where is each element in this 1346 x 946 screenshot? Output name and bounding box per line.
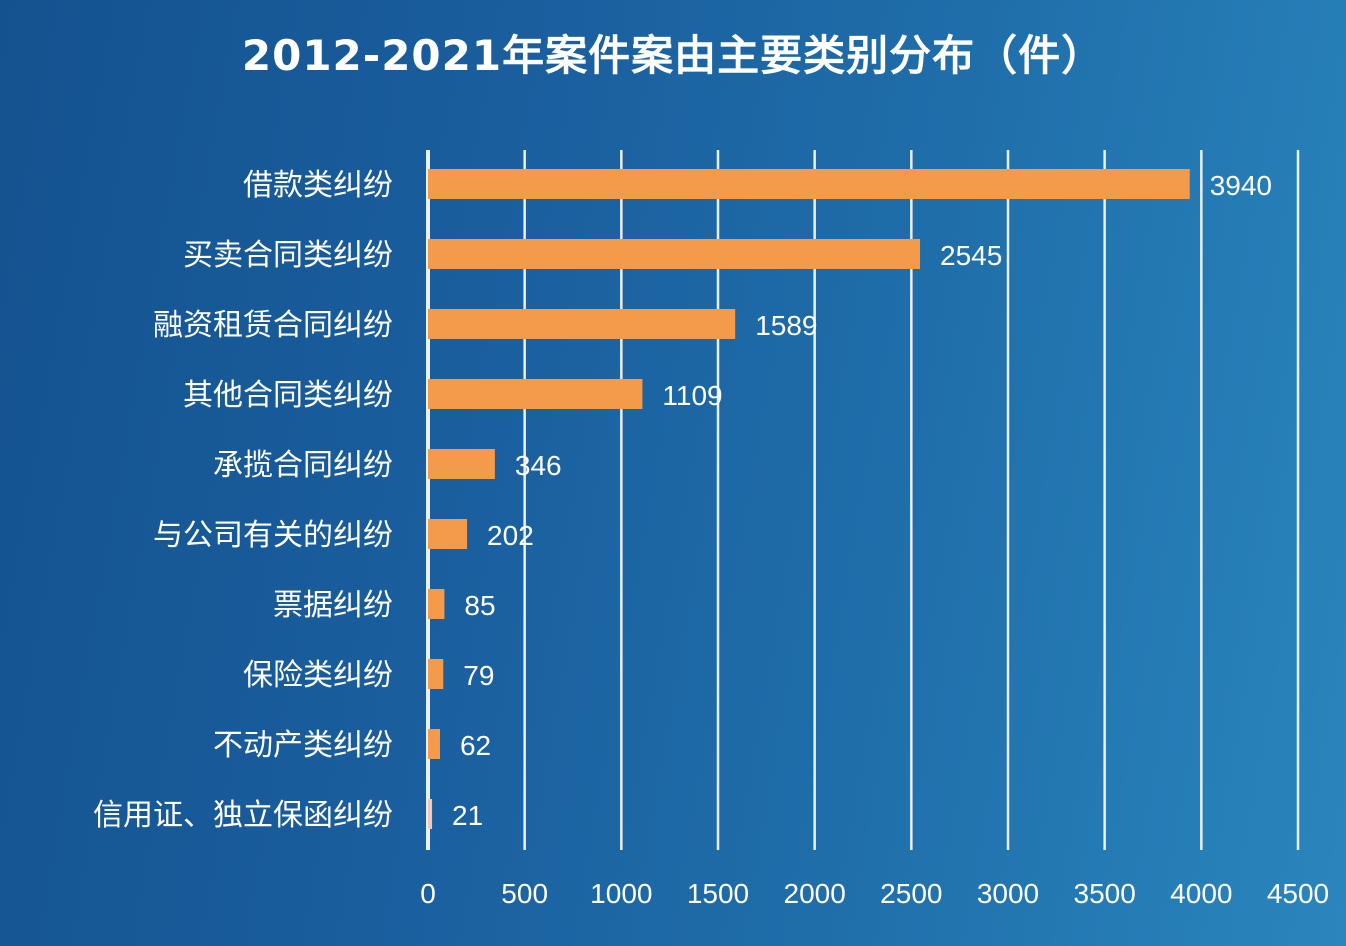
data-label: 202 xyxy=(487,520,534,551)
category-label: 融资租赁合同纠纷 xyxy=(153,308,393,343)
data-label: 62 xyxy=(460,730,491,761)
x-tick-label: 4000 xyxy=(1170,878,1232,909)
bar xyxy=(428,379,643,409)
data-label: 1109 xyxy=(662,380,722,411)
category-label: 票据纠纷 xyxy=(273,588,393,623)
bar xyxy=(428,659,444,689)
data-label: 2545 xyxy=(940,240,1002,271)
bar xyxy=(428,799,433,829)
data-label: 3940 xyxy=(1210,170,1272,201)
category-label: 信用证、独立保函纠纷 xyxy=(93,798,393,833)
x-tick-label: 4500 xyxy=(1267,878,1329,909)
category-label: 买卖合同类纠纷 xyxy=(183,238,393,273)
x-tick-label: 500 xyxy=(501,878,548,909)
x-tick-label: 3500 xyxy=(1074,878,1136,909)
data-label: 346 xyxy=(515,450,562,481)
bar xyxy=(428,449,495,479)
x-tick-label: 2500 xyxy=(880,878,942,909)
category-label: 其他合同类纠纷 xyxy=(183,378,393,413)
category-label: 不动产类纠纷 xyxy=(213,728,393,763)
category-label: 承揽合同纠纷 xyxy=(213,448,393,483)
bar xyxy=(428,239,921,269)
x-tick-label: 0 xyxy=(420,878,436,909)
x-tick-label: 1500 xyxy=(687,878,749,909)
bar xyxy=(428,729,440,759)
category-label: 与公司有关的纠纷 xyxy=(153,518,393,553)
category-label: 借款类纠纷 xyxy=(243,168,393,203)
data-label: 79 xyxy=(463,660,494,691)
chart-title: 2012-2021年案件案由主要类别分布（件） xyxy=(241,31,1105,80)
x-tick-label: 3000 xyxy=(977,878,1039,909)
x-tick-label: 2000 xyxy=(784,878,846,909)
category-label: 保险类纠纷 xyxy=(243,658,393,693)
data-label: 85 xyxy=(464,590,495,621)
x-tick-label: 1000 xyxy=(590,878,652,909)
bar xyxy=(428,589,445,619)
data-label: 1589 xyxy=(755,310,817,341)
data-label: 21 xyxy=(452,800,483,831)
bar xyxy=(428,519,468,549)
bar xyxy=(428,169,1190,199)
bar xyxy=(428,309,736,339)
